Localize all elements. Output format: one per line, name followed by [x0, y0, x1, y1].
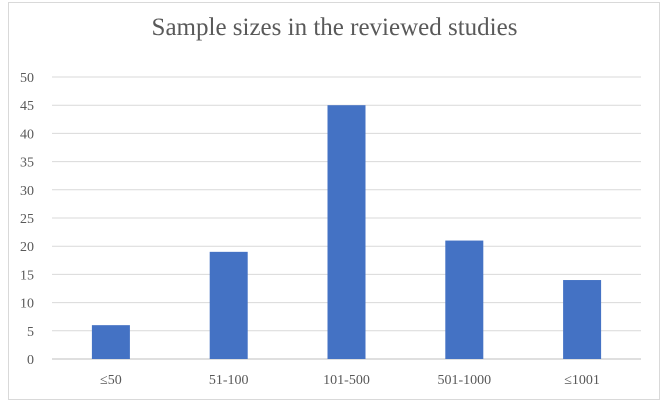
bar — [445, 240, 484, 359]
y-tick-label: 50 — [20, 71, 34, 86]
bar — [209, 251, 248, 359]
chart-title: Sample sizes in the reviewed studies — [151, 14, 518, 41]
y-tick-label: 35 — [20, 156, 34, 171]
y-tick-label: 20 — [20, 240, 34, 255]
y-tick-label: 40 — [20, 127, 34, 142]
bar — [91, 325, 130, 359]
x-tick-label: ≤50 — [100, 373, 122, 388]
y-tick-label: 10 — [20, 297, 34, 312]
x-tick-label: ≤1001 — [564, 373, 600, 388]
bar — [563, 280, 602, 359]
y-tick-label: 30 — [20, 184, 34, 199]
y-tick-label: 0 — [27, 353, 34, 368]
x-tick-label: 501-1000 — [437, 373, 491, 388]
y-tick-label: 45 — [20, 99, 34, 114]
y-tick-label: 5 — [27, 325, 34, 340]
y-tick-label: 15 — [20, 268, 34, 283]
x-tick-label: 51-100 — [209, 373, 249, 388]
bar — [327, 105, 366, 359]
y-tick-label: 25 — [20, 212, 34, 227]
x-tick-label: 101-500 — [323, 373, 370, 388]
